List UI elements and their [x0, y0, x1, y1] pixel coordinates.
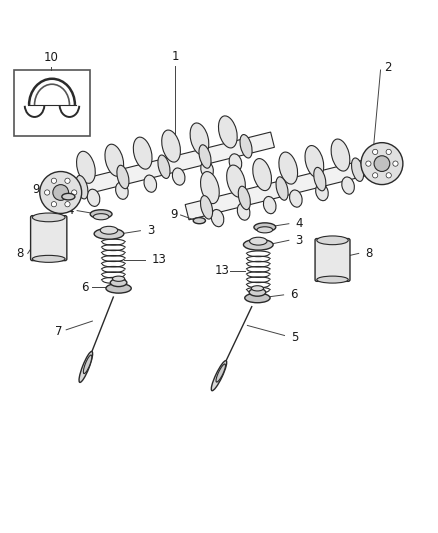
Ellipse shape — [116, 182, 128, 199]
Ellipse shape — [314, 167, 326, 191]
Ellipse shape — [90, 210, 112, 219]
Circle shape — [65, 178, 70, 183]
FancyBboxPatch shape — [31, 216, 67, 261]
Ellipse shape — [144, 175, 156, 192]
Ellipse shape — [249, 288, 266, 296]
Circle shape — [386, 173, 391, 178]
Text: 10: 10 — [43, 51, 58, 64]
Ellipse shape — [193, 217, 205, 224]
Ellipse shape — [216, 364, 226, 382]
Polygon shape — [59, 132, 275, 200]
Ellipse shape — [317, 276, 348, 283]
Circle shape — [40, 172, 81, 213]
Text: 8: 8 — [366, 247, 373, 260]
Circle shape — [53, 184, 69, 200]
Ellipse shape — [199, 145, 211, 168]
Ellipse shape — [331, 139, 350, 171]
Text: 13: 13 — [152, 254, 166, 266]
Text: 6: 6 — [290, 288, 298, 301]
Ellipse shape — [133, 137, 152, 169]
Circle shape — [45, 190, 50, 195]
Ellipse shape — [162, 130, 180, 162]
Ellipse shape — [238, 186, 251, 209]
Ellipse shape — [32, 213, 65, 222]
Ellipse shape — [190, 123, 209, 155]
Ellipse shape — [316, 183, 328, 200]
Ellipse shape — [237, 203, 250, 220]
Ellipse shape — [117, 165, 129, 189]
Ellipse shape — [201, 172, 219, 204]
Ellipse shape — [257, 227, 273, 233]
Circle shape — [361, 143, 403, 184]
Ellipse shape — [250, 237, 267, 245]
Ellipse shape — [305, 146, 324, 177]
Ellipse shape — [253, 158, 272, 191]
Ellipse shape — [87, 189, 100, 206]
Ellipse shape — [226, 165, 245, 197]
Ellipse shape — [240, 134, 252, 158]
Ellipse shape — [229, 154, 242, 171]
Circle shape — [71, 190, 77, 195]
Text: 1: 1 — [172, 50, 179, 63]
Circle shape — [386, 149, 391, 155]
Ellipse shape — [211, 361, 227, 391]
Text: 9: 9 — [33, 183, 40, 196]
Ellipse shape — [201, 161, 213, 178]
Ellipse shape — [62, 193, 75, 200]
Ellipse shape — [79, 351, 92, 382]
Ellipse shape — [290, 190, 302, 207]
Ellipse shape — [276, 177, 288, 200]
Ellipse shape — [263, 197, 276, 214]
Ellipse shape — [244, 239, 273, 250]
Ellipse shape — [342, 177, 354, 194]
Circle shape — [373, 173, 378, 178]
Ellipse shape — [317, 236, 348, 245]
Text: 2: 2 — [384, 61, 392, 74]
Text: 3: 3 — [148, 224, 155, 237]
Circle shape — [65, 201, 70, 207]
Ellipse shape — [100, 227, 118, 234]
Text: 6: 6 — [81, 281, 89, 294]
Text: 3: 3 — [295, 234, 303, 247]
Text: 9: 9 — [170, 208, 177, 222]
Text: 4: 4 — [295, 217, 303, 230]
Ellipse shape — [83, 355, 92, 374]
Text: 7: 7 — [55, 325, 63, 337]
Circle shape — [51, 178, 57, 183]
Ellipse shape — [77, 151, 95, 183]
Circle shape — [51, 201, 57, 207]
Ellipse shape — [219, 116, 237, 148]
Ellipse shape — [94, 228, 124, 239]
Ellipse shape — [279, 152, 297, 184]
Ellipse shape — [113, 276, 125, 281]
Circle shape — [366, 161, 371, 166]
Ellipse shape — [251, 286, 264, 291]
Circle shape — [373, 149, 378, 155]
Ellipse shape — [105, 144, 124, 176]
Ellipse shape — [106, 284, 131, 293]
Ellipse shape — [110, 279, 127, 287]
Circle shape — [374, 156, 390, 172]
FancyBboxPatch shape — [315, 239, 350, 281]
Ellipse shape — [352, 158, 364, 181]
Text: 5: 5 — [291, 331, 298, 344]
FancyBboxPatch shape — [14, 70, 90, 135]
Ellipse shape — [158, 155, 170, 179]
Ellipse shape — [245, 293, 270, 303]
Ellipse shape — [93, 214, 109, 220]
Ellipse shape — [76, 175, 88, 199]
Ellipse shape — [254, 223, 276, 231]
Polygon shape — [185, 156, 384, 220]
Ellipse shape — [201, 196, 212, 219]
Ellipse shape — [211, 209, 224, 227]
Text: 4: 4 — [66, 204, 74, 217]
Circle shape — [393, 161, 398, 166]
Text: 13: 13 — [215, 264, 230, 277]
Ellipse shape — [173, 168, 185, 185]
Ellipse shape — [32, 255, 65, 262]
Text: 8: 8 — [17, 247, 24, 260]
